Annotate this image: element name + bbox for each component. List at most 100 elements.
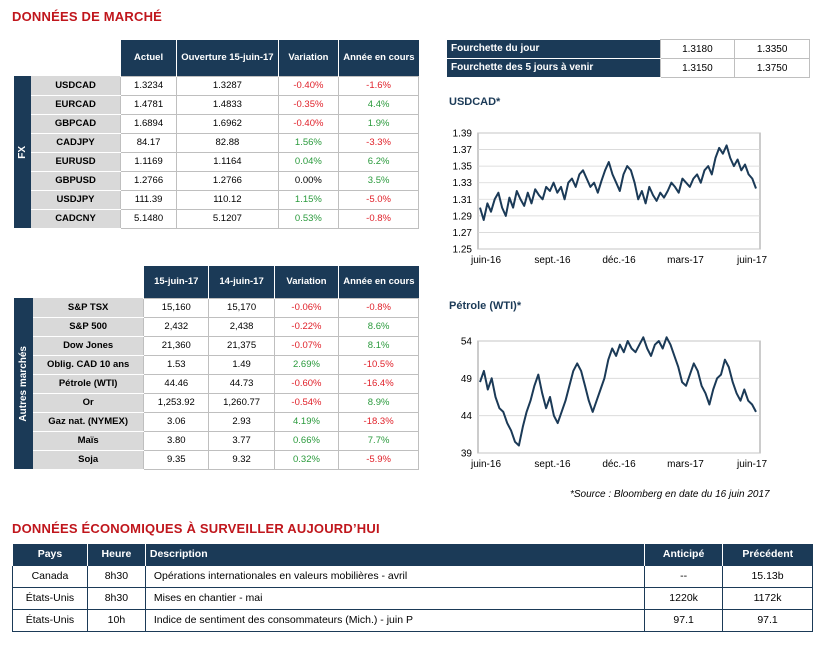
econ-anticipe: --: [644, 564, 724, 588]
x-tick-label: déc.-16: [602, 459, 636, 470]
value-cell: 1.4833: [176, 94, 279, 115]
other-sidebar: Autres marchés: [14, 298, 34, 469]
row-label: GBPUSD: [31, 171, 121, 191]
variation-cell: -0.40%: [277, 113, 340, 134]
ranges-table: Fourchette du jour 1.3180 1.3350 Fourche…: [446, 39, 810, 78]
ytd-cell: 6.2%: [338, 151, 419, 172]
range-day-low: 1.3180: [659, 39, 736, 59]
variation-cell: 0.32%: [273, 449, 340, 470]
row-label: Or: [33, 393, 144, 413]
value-cell: 1.1164: [176, 151, 279, 172]
econ-header-precedent: Précédent: [722, 544, 813, 565]
source-note: *Source : Bloomberg en date du 16 juin 2…: [570, 489, 770, 500]
fx-sidebar: FX: [14, 76, 32, 228]
value-cell: 84.17: [119, 132, 178, 153]
table-row: CADCNY 5.1480 5.1207 0.53% -0.8%: [14, 208, 419, 229]
value-cell: 1.53: [143, 354, 210, 375]
table-row: Dow Jones 21,360 21,375 -0.07% 8.1%: [14, 335, 419, 356]
y-tick-label: 1.35: [453, 162, 473, 173]
value-cell: 15,160: [143, 297, 210, 318]
value-cell: 1.2766: [176, 170, 279, 191]
value-cell: 9.35: [143, 449, 210, 470]
fx-header-actuel: Actuel: [119, 40, 177, 76]
row-label: USDCAD: [31, 76, 121, 96]
value-cell: 44.46: [143, 373, 210, 394]
value-cell: 1.1169: [119, 151, 178, 172]
variation-cell: -0.22%: [273, 316, 340, 337]
variation-cell: 0.00%: [277, 170, 340, 191]
value-cell: 1,253.92: [143, 392, 210, 413]
value-cell: 1.2766: [119, 170, 178, 191]
variation-cell: 0.04%: [277, 151, 340, 172]
econ-anticipe: 1220k: [644, 586, 724, 610]
table-row: Autres marchés S&P TSX 15,160 15,170 -0.06% -…: [14, 297, 419, 469]
row-label: USDJPY: [31, 190, 121, 210]
ytd-cell: -0.8%: [338, 297, 419, 318]
range-day-high: 1.3350: [734, 39, 810, 59]
y-tick-label: 1.29: [453, 211, 473, 222]
other-sidebar-label: Autres marchés: [18, 345, 30, 422]
table-row: Canada 8h30 Opérations internationales en …: [12, 564, 813, 588]
econ-description: Mises en chantier - mai: [144, 586, 646, 610]
table-row: CADJPY 84.17 82.88 1.56% -3.3%: [14, 132, 419, 153]
y-tick-label: 39: [461, 449, 473, 460]
y-tick-label: 1.27: [453, 228, 473, 239]
value-cell: 1,260.77: [208, 392, 275, 413]
econ-heure: 8h30: [86, 564, 146, 588]
ytd-cell: -0.8%: [338, 208, 419, 229]
table-row: Or 1,253.92 1,260.77 -0.54% 8.9%: [14, 392, 419, 413]
value-cell: 1.4781: [119, 94, 178, 115]
econ-precedent: 15.13b: [722, 564, 813, 588]
ytd-cell: -18.3%: [338, 411, 419, 432]
table-row: S&P 500 2,432 2,438 -0.22% 8.6%: [14, 316, 419, 337]
econ-header-heure: Heure: [86, 544, 146, 565]
range-5day-high: 1.3750: [734, 58, 810, 78]
econ-section-title: DONNÉES ÉCONOMIQUES À SURVEILLER AUJOURD…: [12, 521, 380, 536]
value-cell: 3.77: [208, 430, 275, 451]
x-tick-label: sept.-16: [534, 459, 571, 470]
row-label: CADJPY: [31, 133, 121, 153]
ytd-cell: -5.9%: [338, 449, 419, 470]
row-label: Soja: [33, 450, 144, 470]
x-tick-label: juin-16: [470, 459, 501, 470]
row-label: Maïs: [33, 431, 144, 451]
row-label: EURUSD: [31, 152, 121, 172]
range-label-5day: Fourchette des 5 jours à venir: [446, 58, 661, 78]
value-cell: 110.12: [176, 189, 279, 210]
y-tick-label: 44: [461, 411, 473, 422]
row-label: S&P 500: [33, 317, 144, 337]
other-header-col1: 15-juin-17: [143, 266, 209, 298]
y-tick-label: 1.25: [453, 245, 473, 256]
ytd-cell: -3.3%: [338, 132, 419, 153]
row-label: EURCAD: [31, 95, 121, 115]
ytd-cell: 4.4%: [338, 94, 419, 115]
row-label: Gaz nat. (NYMEX): [33, 412, 144, 432]
value-cell: 9.32: [208, 449, 275, 470]
value-cell: 2,438: [208, 316, 275, 337]
value-cell: 1.49: [208, 354, 275, 375]
econ-pays: Canada: [12, 564, 88, 588]
variation-cell: 0.53%: [277, 208, 340, 229]
econ-header-description: Description: [144, 544, 645, 565]
variation-cell: 1.15%: [277, 189, 340, 210]
value-cell: 1.6894: [119, 113, 178, 134]
table-row: EURCAD 1.4781 1.4833 -0.35% 4.4%: [14, 94, 419, 115]
table-row: États-Unis 10h Indice de sentiment des con…: [12, 608, 813, 632]
econ-precedent: 1172k: [722, 586, 813, 610]
variation-cell: -0.07%: [273, 335, 340, 356]
y-tick-label: 54: [461, 337, 473, 348]
value-cell: 3.80: [143, 430, 210, 451]
variation-cell: -0.35%: [277, 94, 340, 115]
variation-cell: 0.66%: [273, 430, 340, 451]
econ-header-pays: Pays: [12, 544, 88, 565]
table-row: Gaz nat. (NYMEX) 3.06 2.93 4.19% -18.3%: [14, 411, 419, 432]
table-row: FX USDCAD 1.3234 1.3287 -0.40% -1.6%: [14, 75, 419, 228]
value-cell: 2,432: [143, 316, 210, 337]
row-label: GBPCAD: [31, 114, 121, 134]
econ-header-anticipe: Anticipé: [644, 544, 723, 565]
y-tick-label: 1.37: [453, 145, 473, 156]
other-header-col2: 14-juin-17: [208, 266, 275, 298]
ytd-cell: 8.9%: [338, 392, 419, 413]
wti-chart-title: Pétrole (WTI)*: [449, 300, 522, 312]
econ-pays: États-Unis: [12, 586, 88, 610]
